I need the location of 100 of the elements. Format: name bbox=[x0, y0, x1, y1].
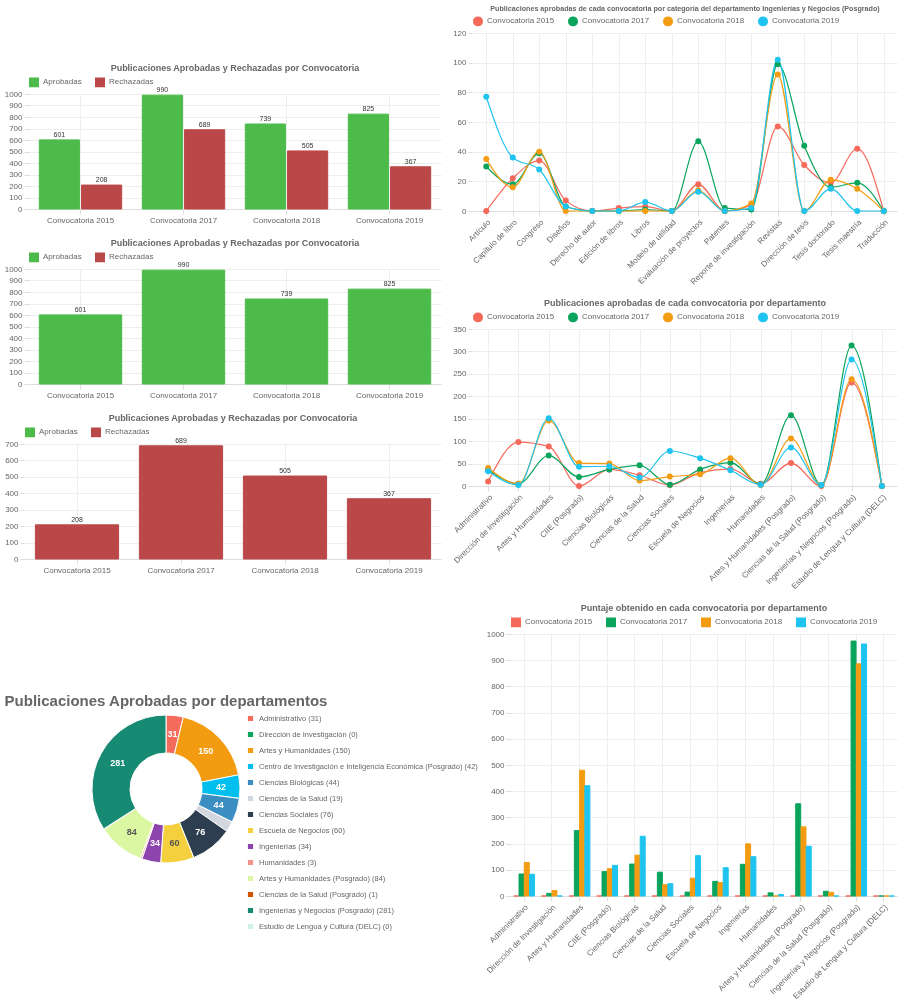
legend-label: Convocatoria 2017 bbox=[620, 617, 688, 627]
y-tick-label: 600 bbox=[491, 734, 506, 744]
y-tick-label: 80 bbox=[457, 87, 468, 97]
legend-label: Convocatoria 2019 bbox=[772, 16, 840, 26]
y-tick-label: 0 bbox=[500, 891, 506, 901]
chart-title: Publicaciones Aprobadas por departamentos bbox=[4, 692, 328, 709]
data-label: 42 bbox=[215, 782, 226, 793]
data-label: 150 bbox=[198, 745, 214, 756]
chart-title: Publicaciones Aprobadas y Rechazadas por Convocatoria bbox=[110, 238, 361, 248]
y-tick-label: 100 bbox=[453, 58, 468, 68]
legend-label: Convocatoria 2018 bbox=[677, 312, 745, 322]
data-label: 34 bbox=[149, 837, 160, 848]
y-tick-label: 500 bbox=[9, 147, 24, 156]
y-tick-label: 200 bbox=[491, 839, 506, 849]
x-tick-label: Convocatoria 2017 bbox=[147, 565, 216, 575]
legend-label: Convocatoria 2017 bbox=[582, 16, 650, 26]
legend-label: Convocatoria 2017 bbox=[582, 312, 650, 322]
y-tick-label: 700 bbox=[5, 439, 20, 449]
y-tick-label: 300 bbox=[9, 345, 24, 354]
y-tick-label: 60 bbox=[457, 117, 468, 127]
y-tick-label: 800 bbox=[491, 681, 506, 691]
x-tick-label: Convocatoria 2019 bbox=[355, 565, 424, 575]
y-tick-label: 1000 bbox=[4, 89, 24, 99]
chart-title: Publicaciones aprobadas de cada convocatoria por departamento bbox=[543, 298, 827, 308]
y-tick-label: 600 bbox=[5, 455, 20, 465]
y-tick-label: 800 bbox=[9, 112, 24, 122]
data-label: 76 bbox=[195, 826, 206, 837]
y-tick-label: 0 bbox=[18, 379, 24, 389]
y-tick-label: 800 bbox=[9, 287, 24, 297]
y-tick-label: 50 bbox=[457, 459, 468, 469]
data-label: 60 bbox=[169, 838, 180, 849]
x-tick-label: Convocatoria 2019 bbox=[355, 215, 424, 225]
y-tick-label: 1000 bbox=[4, 264, 24, 274]
y-tick-label: 400 bbox=[5, 488, 20, 498]
chart-title: Publicaciones Aprobadas y Rechazadas por Convocatoria bbox=[108, 413, 359, 423]
legend-label: Convocatoria 2018 bbox=[715, 617, 783, 627]
legend-label: Convocatoria 2015 bbox=[487, 312, 555, 322]
y-tick-label: 500 bbox=[5, 472, 20, 482]
y-tick-label: 100 bbox=[453, 436, 468, 446]
x-tick-label: Convocatoria 2017 bbox=[149, 215, 218, 225]
legend-label: Convocatoria 2019 bbox=[772, 312, 840, 322]
y-tick-label: 300 bbox=[453, 346, 468, 356]
y-tick-label: 200 bbox=[5, 521, 20, 531]
y-tick-label: 1000 bbox=[486, 629, 506, 639]
data-label: 281 bbox=[110, 757, 126, 768]
y-tick-label: 600 bbox=[9, 135, 24, 145]
legend-label: Convocatoria 2018 bbox=[677, 16, 745, 26]
legend-label: Aprobadas bbox=[39, 427, 78, 437]
x-tick-label: Convocatoria 2018 bbox=[251, 565, 320, 575]
y-tick-label: 250 bbox=[453, 369, 468, 379]
y-tick-label: 150 bbox=[453, 414, 468, 424]
legend-label: Rechazadas bbox=[109, 77, 154, 87]
legend-label: Convocatoria 2019 bbox=[810, 617, 878, 627]
x-tick-label: Convocatoria 2018 bbox=[252, 390, 321, 400]
x-tick-label: Convocatoria 2015 bbox=[46, 215, 115, 225]
legend-label: Aprobadas bbox=[43, 77, 82, 87]
y-tick-label: 120 bbox=[453, 28, 468, 38]
y-tick-label: 100 bbox=[5, 538, 20, 548]
y-tick-label: 500 bbox=[491, 760, 506, 770]
y-tick-label: 0 bbox=[14, 554, 20, 564]
y-tick-label: 0 bbox=[18, 204, 24, 214]
y-tick-label: 400 bbox=[9, 333, 24, 343]
y-tick-label: 0 bbox=[462, 481, 468, 491]
y-tick-label: 40 bbox=[457, 147, 468, 157]
y-tick-label: 400 bbox=[491, 786, 506, 796]
y-tick-label: 700 bbox=[491, 708, 506, 718]
y-tick-label: 600 bbox=[9, 310, 24, 320]
y-tick-label: 900 bbox=[9, 276, 24, 285]
data-label: 84 bbox=[126, 826, 137, 837]
chart-title: Puntaje obtenido en cada convocatoria por departamento bbox=[580, 603, 828, 613]
legend-label: Convocatoria 2015 bbox=[525, 617, 593, 627]
legend-label: Rechazadas bbox=[109, 252, 154, 262]
chart-title: Publicaciones Aprobadas y Rechazadas por Convocatoria bbox=[110, 63, 361, 73]
x-tick-label: Convocatoria 2017 bbox=[149, 390, 218, 400]
data-label: 44 bbox=[213, 800, 224, 810]
y-tick-label: 350 bbox=[453, 324, 468, 334]
x-tick-label: Convocatoria 2018 bbox=[252, 215, 321, 225]
y-tick-label: 300 bbox=[9, 170, 24, 179]
y-tick-label: 300 bbox=[5, 505, 20, 515]
x-tick-label: Convocatoria 2015 bbox=[46, 390, 115, 400]
y-tick-label: 100 bbox=[9, 193, 24, 202]
legend-label: Aprobadas bbox=[43, 252, 82, 262]
y-tick-label: 100 bbox=[491, 865, 506, 875]
y-tick-label: 900 bbox=[491, 655, 506, 665]
y-tick-label: 700 bbox=[9, 124, 24, 133]
x-tick-label: Convocatoria 2019 bbox=[355, 390, 424, 400]
legend-label: Convocatoria 2015 bbox=[487, 16, 555, 26]
y-tick-label: 0 bbox=[462, 206, 468, 216]
y-tick-label: 300 bbox=[491, 812, 506, 822]
y-tick-label: 100 bbox=[9, 368, 24, 377]
data-label: 31 bbox=[167, 729, 178, 740]
y-tick-label: 20 bbox=[457, 176, 468, 186]
y-tick-label: 200 bbox=[9, 356, 24, 366]
y-tick-label: 400 bbox=[9, 158, 24, 168]
x-tick-label: Convocatoria 2015 bbox=[43, 565, 112, 575]
y-tick-label: 700 bbox=[9, 299, 24, 308]
y-tick-label: 200 bbox=[453, 391, 468, 401]
legend-label: Rechazadas bbox=[105, 427, 150, 437]
y-tick-label: 900 bbox=[9, 101, 24, 110]
y-tick-label: 500 bbox=[9, 322, 24, 331]
